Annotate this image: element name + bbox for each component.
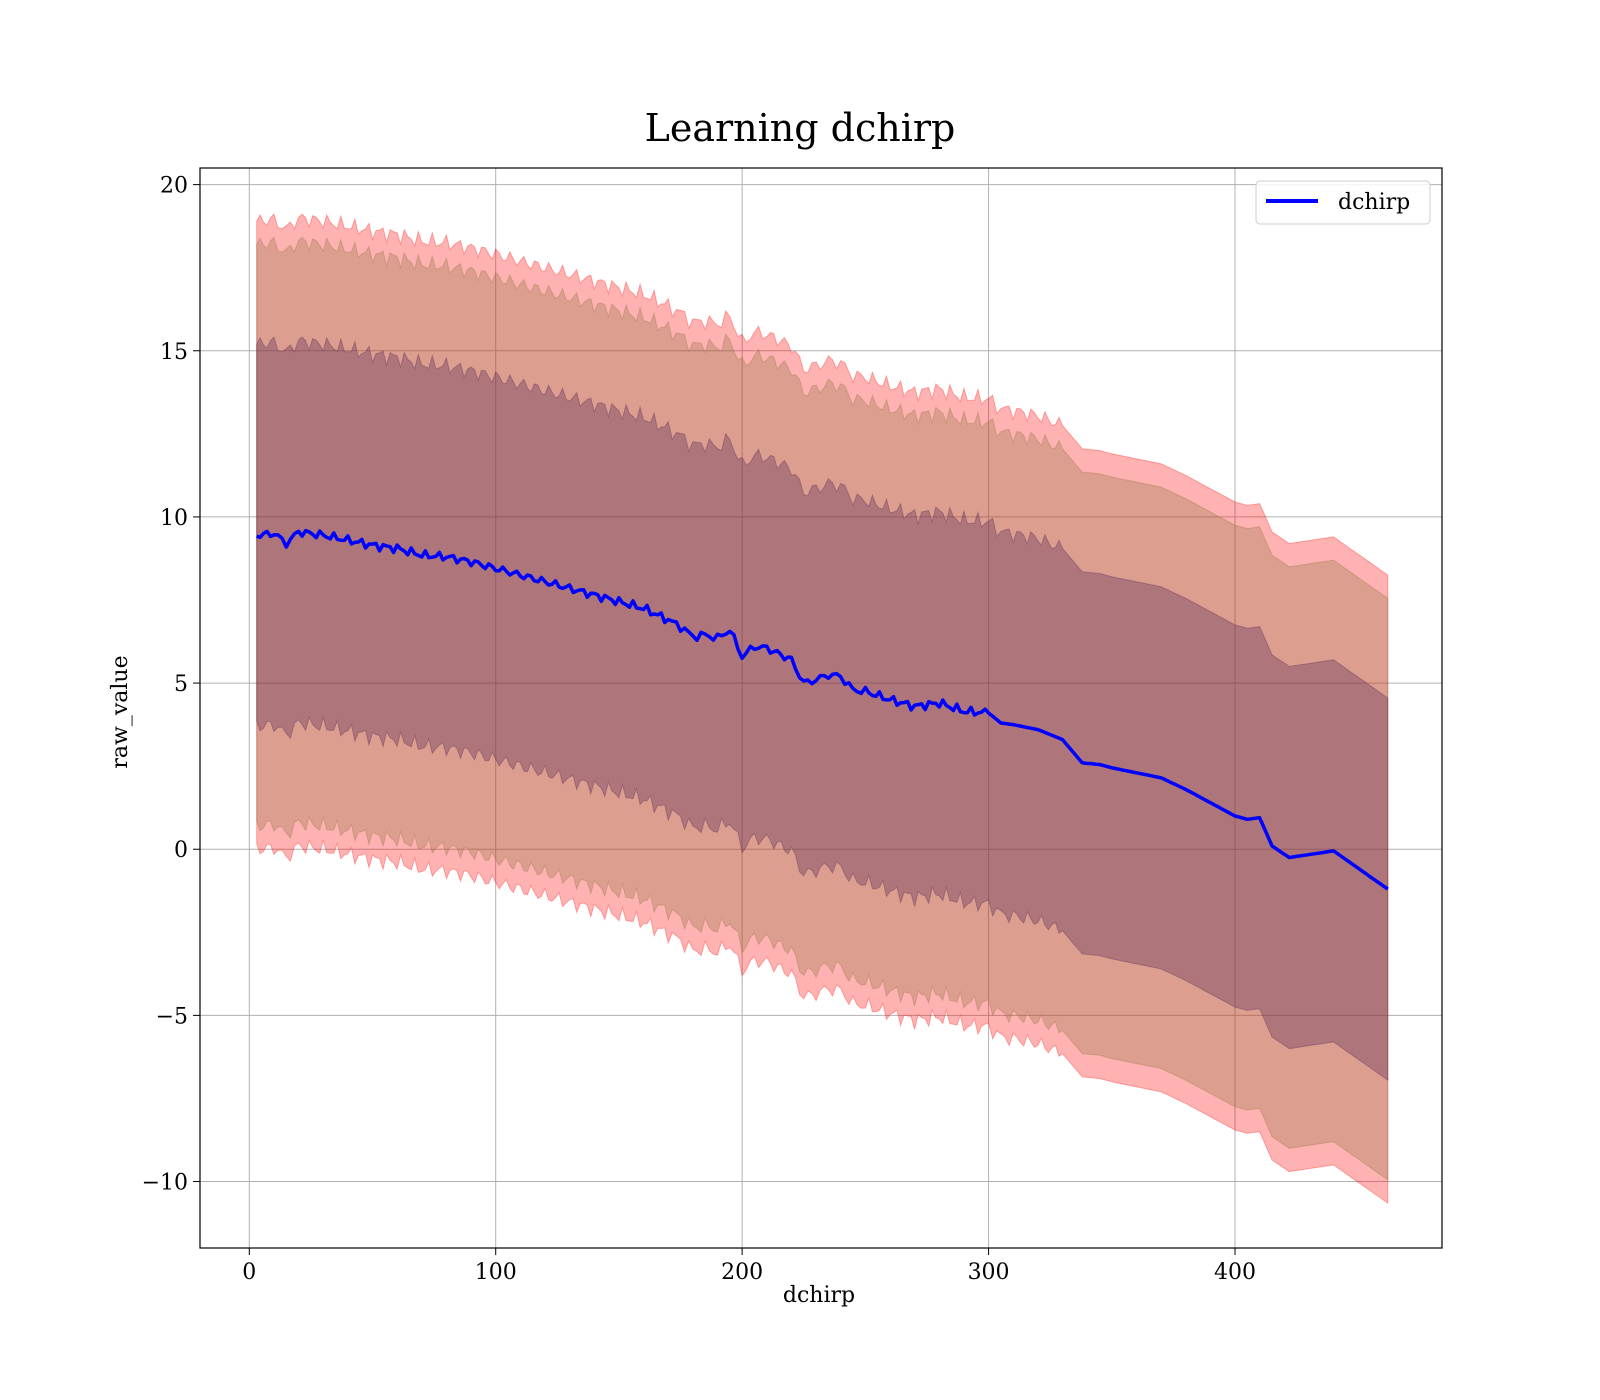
confidence-bands (256, 213, 1389, 1205)
legend: dchirp (1255, 180, 1431, 225)
x-tick-label: 400 (1214, 1260, 1256, 1285)
y-tick-label: 10 (160, 506, 188, 531)
legend-box (1255, 180, 1431, 225)
plot-frame (199, 167, 1443, 1249)
y-tick-label: −5 (156, 1004, 188, 1029)
band-outer (256, 213, 1389, 1205)
y-tick-label: −10 (142, 1171, 188, 1196)
band-inner (256, 336, 1389, 1082)
x-tick-label: 200 (721, 1260, 763, 1285)
series-line-dchirp (256, 528, 1389, 891)
y-tick-label: 0 (174, 838, 188, 863)
band-middle (256, 236, 1389, 1181)
y-tick-label: 5 (174, 672, 188, 697)
x-tick-label: 0 (242, 1260, 256, 1285)
chart-title: Learning dchirp (645, 106, 956, 150)
series-lines (256, 528, 1389, 891)
y-axis-ticks: −10 −5 0 5 10 15 20 (142, 174, 200, 1196)
legend-label: dchirp (1338, 190, 1410, 215)
x-tick-label: 100 (475, 1260, 517, 1285)
y-axis-label: raw_value (108, 655, 133, 768)
y-tick-label: 20 (160, 174, 188, 199)
grid (200, 168, 1442, 1248)
x-tick-label: 300 (968, 1260, 1010, 1285)
x-axis-ticks: 0 100 200 300 400 (242, 1248, 1256, 1285)
y-tick-label: 15 (160, 340, 188, 365)
x-axis-label: dchirp (783, 1283, 855, 1308)
